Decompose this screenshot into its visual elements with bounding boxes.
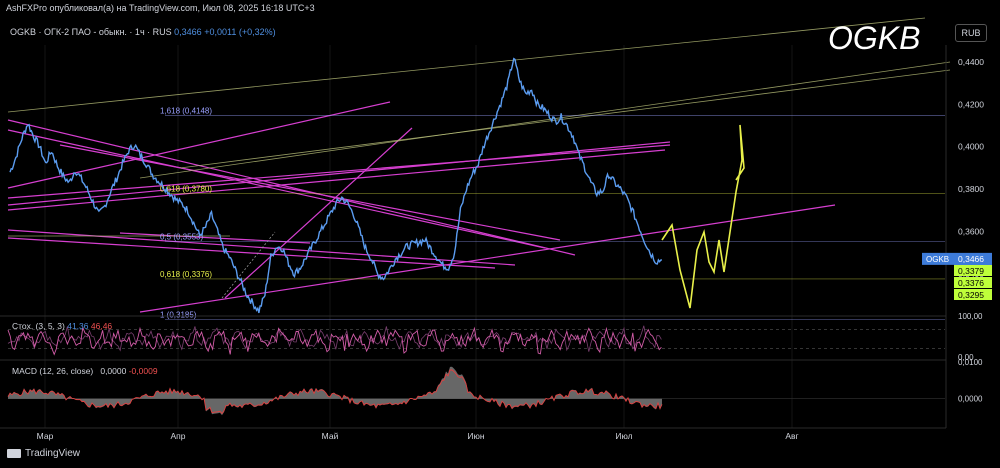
last-price: 0,3466 [174, 27, 202, 37]
level-tag-0: 0,3379 [958, 266, 984, 276]
time-tick-1: Апр [171, 431, 186, 441]
stoch-tick-0: 100,00 [958, 312, 983, 321]
tradingview-brand[interactable]: TradingView [7, 448, 80, 459]
fib-label-0: 1,618 (0,4148) [160, 106, 212, 115]
macd-legend[interactable]: MACD (12, 26, close) 0,0000 -0,0009 [12, 366, 158, 376]
symbol-legend[interactable]: OGKB · ОГК-2 ПАО - обыкн. · 1ч · RUS 0,3… [10, 27, 276, 37]
level-tag-bg-1 [954, 277, 992, 288]
trend-line-1 [7, 129, 546, 249]
fib-label-2: 0,5 (0,3553) [160, 232, 203, 241]
channel-line-1 [139, 61, 951, 179]
channel-line-0 [7, 17, 926, 113]
stoch-title: Стох. (3, 5, 3) [12, 321, 65, 331]
projection-path [661, 124, 745, 309]
stoch-legend[interactable]: Стох. (3, 5, 3) 41,36 46,46 [12, 321, 112, 331]
fib-label-1: 0,618 (0,3780) [160, 184, 212, 193]
macd-signal-value: -0,0009 [128, 366, 158, 376]
trend-line-9 [7, 101, 391, 189]
stochastic-pane: 100,00 0,00 [0, 312, 983, 362]
ticker-watermark: OGKB [828, 20, 921, 56]
macd-tick-1: 0,0000 [958, 395, 983, 404]
level-tag-bg-0 [954, 265, 992, 276]
stoch-k-value: 41,36 [67, 321, 89, 331]
stoch-d-line [7, 325, 662, 352]
price-line [9, 57, 663, 314]
macd-title: MACD (12, 26, close) [12, 366, 94, 376]
macd-tick-0: 0,0100 [958, 358, 983, 367]
channel-line-2 [179, 69, 951, 169]
time-axis[interactable]: Мар Апр Май Июн Июл Авг [0, 427, 946, 441]
trend-line-8 [7, 149, 666, 211]
time-tick-4: Июл [615, 431, 632, 441]
price-tick-0: 0,4400 [958, 57, 984, 67]
stoch-k-line [7, 325, 662, 356]
price-change: +0,0011 (+0,32%) [204, 27, 276, 37]
trend-line-10 [224, 127, 413, 299]
last-price-tag: 0,3466 [958, 254, 984, 264]
time-tick-0: Мар [37, 431, 54, 441]
macd-signal-line [7, 369, 663, 415]
trend-line-5 [139, 204, 836, 313]
price-tick-4: 0,3600 [958, 226, 984, 236]
symbol-title: OGKB · ОГК-2 ПАО - обыкн. · 1ч · RUS [10, 27, 172, 37]
trend-line-7 [7, 141, 671, 206]
trend-line-6 [7, 144, 671, 199]
fib-levels: 1,618 (0,4148) 0,618 (0,3780) 0,5 (0,3553)… [160, 106, 945, 320]
fib-label-3: 0,618 (0,3376) [160, 270, 212, 279]
ticker-tag-bg [922, 252, 954, 265]
fib-label-4: 1 (0,3185) [160, 310, 197, 319]
time-tick-5: Авг [785, 431, 798, 441]
level-tag-2: 0,3295 [958, 290, 984, 300]
macd-value: 0,0000 [100, 366, 127, 376]
publisher-line: AshFXPro опубликовал(а) на TradingView.c… [6, 3, 315, 13]
price-tick-3: 0,3800 [958, 184, 984, 194]
time-tick-3: Июн [467, 431, 484, 441]
stoch-d-value: 46,46 [90, 321, 113, 331]
price-tick-2: 0,4000 [958, 142, 984, 152]
time-tick-2: Май [322, 431, 339, 441]
ticker-tag-name: OGKB [926, 255, 949, 264]
trend-line-0 [7, 119, 576, 256]
macd-pane: 0,0100 0,0000 [0, 358, 983, 416]
stoch-tick-1: 0,00 [958, 353, 974, 362]
price-tick-1: 0,4200 [958, 99, 984, 109]
trend-line-4 [7, 237, 496, 269]
level-tag-bg-2 [954, 289, 992, 300]
tradingview-logo-icon [7, 449, 21, 458]
currency-button[interactable]: RUB [955, 24, 987, 42]
brand-text: TradingView [25, 448, 81, 459]
level-tag-1: 0,3376 [958, 278, 984, 288]
macd-histogram [8, 366, 662, 416]
